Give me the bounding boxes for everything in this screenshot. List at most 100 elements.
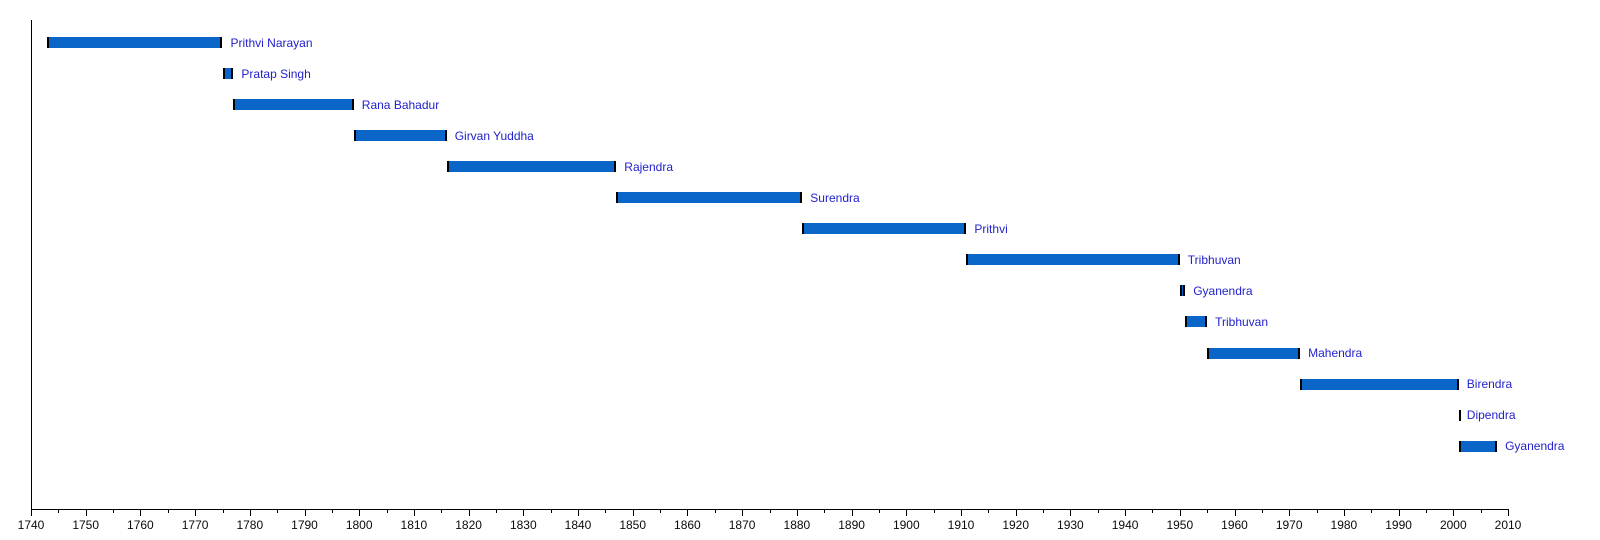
- reign-bar: [966, 254, 1180, 266]
- major-tick: [140, 510, 142, 516]
- major-tick: [1234, 510, 1236, 516]
- x-tick-label: 1750: [72, 518, 100, 532]
- x-tick-label: 1930: [1057, 518, 1084, 532]
- reign-label[interactable]: Surendra: [810, 190, 860, 205]
- major-tick: [1289, 510, 1291, 516]
- reign-label[interactable]: Prithvi: [974, 221, 1008, 236]
- reign-bar: [233, 99, 354, 111]
- x-tick-label: 1860: [674, 518, 701, 532]
- reign-bar: [1179, 285, 1186, 297]
- major-tick: [468, 510, 470, 516]
- major-tick: [1015, 510, 1017, 516]
- minor-tick: [331, 510, 333, 513]
- x-tick-label: 1770: [181, 518, 209, 532]
- reign-label[interactable]: Tribhuvan: [1187, 252, 1241, 267]
- reign-label[interactable]: Gyanendra: [1193, 283, 1253, 298]
- major-tick: [1508, 510, 1509, 516]
- major-tick: [1070, 510, 1072, 516]
- x-tick-label: 1970: [1275, 518, 1303, 532]
- minor-tick: [605, 510, 607, 513]
- x-tick-label: 1760: [127, 518, 154, 532]
- major-tick: [742, 510, 744, 516]
- x-tick-label: 1850: [619, 518, 647, 532]
- major-tick: [1343, 510, 1345, 516]
- major-tick: [851, 510, 853, 516]
- major-tick: [578, 510, 579, 516]
- minor-tick: [58, 510, 60, 513]
- major-tick: [1125, 510, 1127, 516]
- minor-tick: [714, 510, 716, 513]
- minor-tick: [1371, 510, 1373, 513]
- x-tick-label: 1940: [1111, 518, 1139, 532]
- major-tick: [359, 510, 361, 516]
- x-tick-label: 1740: [17, 518, 45, 532]
- major-tick: [1398, 510, 1400, 516]
- reign-bar: [353, 130, 447, 142]
- reign-bar: [222, 68, 234, 79]
- major-tick: [796, 510, 798, 516]
- x-tick-label: 1960: [1221, 518, 1248, 532]
- x-tick-label: 1990: [1385, 518, 1412, 532]
- reign-bar: [1185, 316, 1208, 328]
- reign-label[interactable]: Birendra: [1466, 377, 1513, 392]
- x-tick-label: 1980: [1330, 518, 1358, 532]
- reign-label[interactable]: Gyanendra: [1505, 439, 1565, 454]
- major-tick: [31, 510, 32, 516]
- reign-label[interactable]: Rajendra: [624, 159, 673, 174]
- major-tick: [632, 510, 634, 516]
- x-tick-label: 1830: [509, 518, 537, 532]
- reign-bar-instant: [1458, 409, 1461, 421]
- reign-label[interactable]: Rana Bahadur: [361, 97, 440, 112]
- reign-bar: [802, 223, 967, 235]
- x-tick-label: 1890: [838, 518, 865, 532]
- reign-bar: [1207, 347, 1301, 359]
- major-tick: [961, 510, 962, 516]
- x-tick-label: 1820: [455, 518, 482, 532]
- minor-tick: [1316, 510, 1318, 513]
- reign-bar: [616, 192, 803, 204]
- minor-tick: [1207, 510, 1209, 513]
- x-tick-label: 1840: [564, 518, 592, 532]
- major-tick: [304, 510, 306, 516]
- reign-bar: [1458, 440, 1498, 452]
- major-tick: [249, 510, 251, 516]
- minor-tick: [824, 510, 826, 513]
- minor-tick: [441, 510, 443, 513]
- x-tick-label: 1900: [892, 518, 920, 532]
- minor-tick: [1480, 510, 1482, 513]
- minor-tick: [660, 510, 662, 513]
- minor-tick: [496, 510, 497, 513]
- minor-tick: [1097, 510, 1099, 513]
- y-axis-line: [31, 20, 32, 509]
- reign-bar: [1300, 378, 1459, 390]
- major-tick: [906, 510, 908, 516]
- minor-tick: [769, 510, 771, 513]
- minor-tick: [933, 510, 935, 513]
- reign-label[interactable]: Prithvi Narayan: [230, 35, 313, 50]
- minor-tick: [1043, 510, 1044, 513]
- minor-tick: [988, 510, 990, 513]
- reign-label[interactable]: Dipendra: [1466, 408, 1516, 423]
- minor-tick: [167, 510, 169, 513]
- x-tick-label: 1910: [947, 518, 975, 532]
- reign-label[interactable]: Mahendra: [1308, 346, 1363, 360]
- x-axis-line: [31, 509, 1509, 510]
- minor-tick: [386, 510, 388, 513]
- reign-bar: [446, 161, 617, 173]
- x-tick-label: 2010: [1494, 518, 1522, 532]
- x-tick-label: 1800: [345, 518, 373, 532]
- x-tick-label: 1790: [291, 518, 318, 532]
- major-tick: [687, 510, 689, 516]
- minor-tick: [113, 510, 115, 513]
- minor-tick: [878, 510, 880, 513]
- reign-label[interactable]: Tribhuvan: [1215, 314, 1269, 329]
- minor-tick: [550, 510, 552, 513]
- major-tick: [195, 510, 197, 516]
- x-tick-label: 1870: [728, 518, 756, 532]
- reign-label[interactable]: Pratap Singh: [241, 66, 311, 81]
- x-tick-label: 1780: [236, 518, 264, 532]
- minor-tick: [277, 510, 279, 513]
- reign-label[interactable]: Girvan Yuddha: [454, 128, 534, 143]
- major-tick: [523, 510, 525, 516]
